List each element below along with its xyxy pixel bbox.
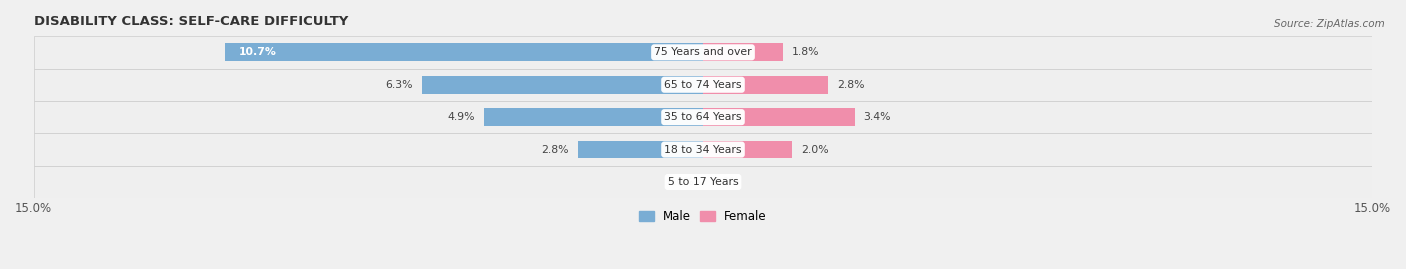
Text: 2.0%: 2.0% [801, 144, 828, 155]
Text: 10.7%: 10.7% [239, 47, 277, 57]
Text: 0.0%: 0.0% [666, 177, 695, 187]
Text: 65 to 74 Years: 65 to 74 Years [664, 80, 742, 90]
Text: DISABILITY CLASS: SELF-CARE DIFFICULTY: DISABILITY CLASS: SELF-CARE DIFFICULTY [34, 15, 347, 28]
Bar [34, 166, 1372, 198]
Text: Source: ZipAtlas.com: Source: ZipAtlas.com [1274, 19, 1385, 29]
Bar [703, 76, 828, 94]
Legend: Male, Female: Male, Female [634, 206, 772, 228]
Text: 6.3%: 6.3% [385, 80, 413, 90]
Bar [34, 69, 1372, 101]
Bar [34, 101, 1372, 133]
Bar [34, 133, 1372, 166]
Bar [578, 141, 703, 158]
Bar [422, 76, 703, 94]
Text: 35 to 64 Years: 35 to 64 Years [664, 112, 742, 122]
Bar [703, 108, 855, 126]
Bar [484, 108, 703, 126]
Text: 4.9%: 4.9% [449, 112, 475, 122]
Text: 1.8%: 1.8% [792, 47, 820, 57]
Text: 2.8%: 2.8% [541, 144, 569, 155]
Bar [34, 36, 1372, 69]
Text: 75 Years and over: 75 Years and over [654, 47, 752, 57]
Bar [703, 141, 792, 158]
Text: 0.0%: 0.0% [711, 177, 740, 187]
Text: 2.8%: 2.8% [837, 80, 865, 90]
Text: 3.4%: 3.4% [863, 112, 891, 122]
Text: 18 to 34 Years: 18 to 34 Years [664, 144, 742, 155]
Bar [703, 43, 783, 61]
Text: 5 to 17 Years: 5 to 17 Years [668, 177, 738, 187]
Bar [225, 43, 703, 61]
